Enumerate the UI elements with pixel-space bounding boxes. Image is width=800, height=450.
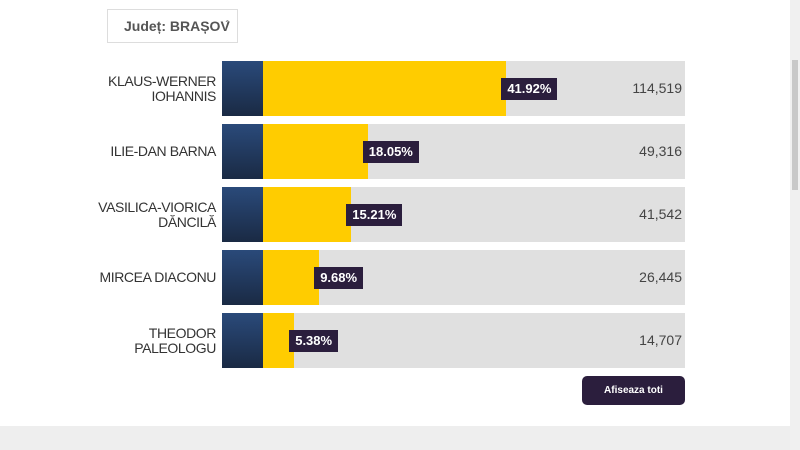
value-label: 41.92% <box>501 78 558 100</box>
value-label: 9.68% <box>314 267 364 289</box>
scrollbar[interactable] <box>790 0 800 450</box>
vote-count: 41,542 <box>639 206 682 222</box>
value-label: 5.38% <box>289 330 339 352</box>
show-all-button[interactable]: Afiseaza toti candidatii <box>582 376 685 425</box>
candidate-name: KLAUS-WERNER IOHANNIS <box>108 72 216 104</box>
vote-count: 26,445 <box>639 269 682 285</box>
candidate-name: MIRCEA DIACONU <box>99 269 216 285</box>
candidate-photo <box>222 250 263 305</box>
value-label: 15.21% <box>346 204 403 226</box>
dropdown-label: Județ: BRAȘOV <box>124 18 230 34</box>
footer-band <box>0 426 790 450</box>
value-label: 18.05% <box>362 141 419 163</box>
scroll-thumb[interactable] <box>792 60 798 190</box>
candidate-name: THEODOR PALEOLOGU <box>134 324 216 356</box>
county-dropdown[interactable]: Județ: BRAȘOV ˆ <box>107 9 238 43</box>
bar <box>263 250 320 305</box>
vote-count: 49,316 <box>639 143 682 159</box>
candidate-name: VASILICA-VIORICA DĂNCILĂ <box>98 198 216 230</box>
candidate-photo <box>222 124 263 179</box>
candidate-name: ILIE-DAN BARNA <box>110 143 216 159</box>
vote-count: 114,519 <box>632 80 682 96</box>
candidate-photo <box>222 187 263 242</box>
bar <box>263 61 507 116</box>
bar <box>263 313 295 368</box>
bar <box>263 187 352 242</box>
candidate-photo <box>222 61 263 116</box>
bar <box>263 124 368 179</box>
candidate-photo <box>222 313 263 368</box>
vote-count: 14,707 <box>639 332 682 348</box>
